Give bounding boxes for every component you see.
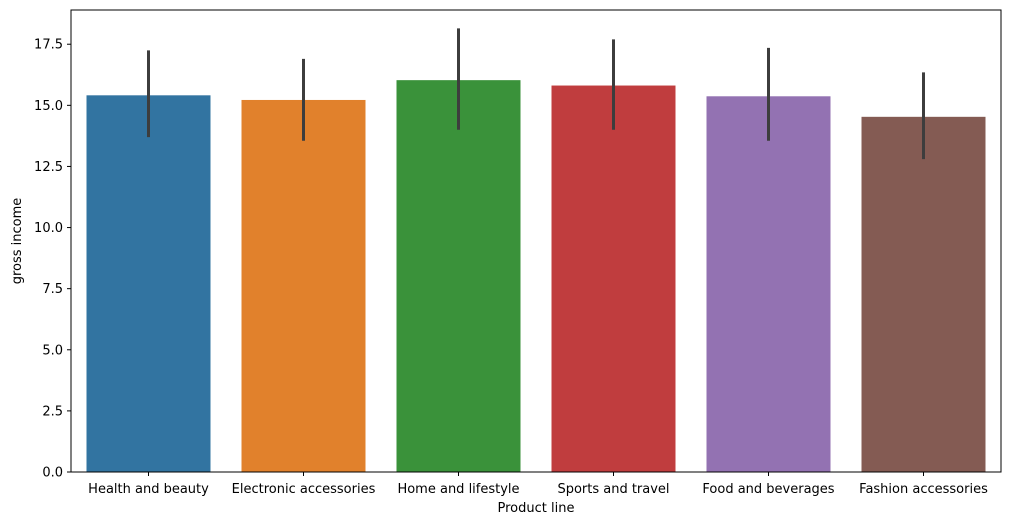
y-tick-label: 10.0 [34, 221, 63, 236]
y-tick-label: 12.5 [34, 160, 63, 175]
x-axis-label: Product line [498, 501, 575, 516]
y-tick-label: 0.0 [42, 466, 63, 481]
y-tick-label: 17.5 [34, 38, 63, 53]
y-tick-label: 15.0 [34, 99, 63, 114]
plot-frame [70, 9, 1002, 473]
x-tick-label: Food and beverages [702, 482, 834, 497]
x-tick-label: Electronic accessories [232, 482, 376, 497]
x-tick-label: Sports and travel [557, 482, 669, 497]
y-tick-label: 5.0 [42, 343, 63, 358]
x-tick-label: Home and lifestyle [397, 482, 519, 497]
error-bars-layer [147, 28, 925, 160]
bar-food-and-beverages [706, 96, 831, 473]
bar-sports-and-travel [551, 85, 676, 473]
bar-home-and-lifestyle [396, 80, 521, 473]
y-axis: 0.0 2.5 5.0 7.5 10.0 12.5 15.0 17.5 [34, 38, 71, 481]
x-axis: Health and beauty Electronic accessories H… [88, 472, 988, 497]
bar-electronic-accessories [241, 99, 366, 472]
x-tick-label: Health and beauty [88, 482, 209, 497]
y-tick-label: 7.5 [42, 282, 63, 297]
bars-layer [86, 80, 986, 473]
bar-fashion-accessories [861, 116, 986, 473]
y-tick-label: 2.5 [42, 404, 63, 419]
y-axis-label: gross income [10, 198, 25, 285]
bar-health-and-beauty [86, 95, 211, 473]
x-tick-label: Fashion accessories [859, 482, 988, 497]
